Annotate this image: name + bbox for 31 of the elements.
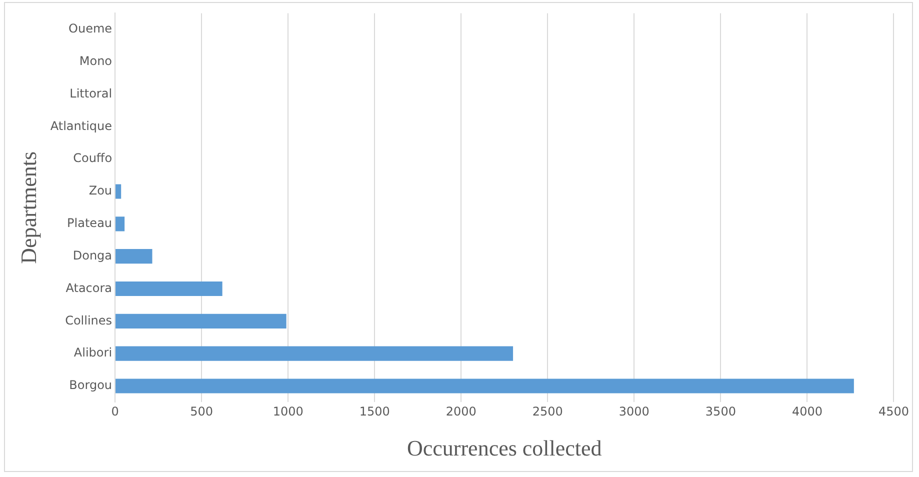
x-axis-title: Occurrences collected [406, 436, 602, 461]
x-tick-label: 2000 [446, 404, 476, 419]
bar [116, 184, 122, 199]
y-tick-label: Donga [72, 248, 112, 262]
x-tick-label: 2500 [532, 404, 563, 419]
y-tick-label: Borgou [69, 378, 112, 392]
bar [116, 314, 286, 328]
y-tick-label: Zou [88, 184, 112, 198]
y-tick-label: Atlantique [50, 118, 112, 133]
bar [116, 249, 152, 264]
y-tick-label: Mono [79, 54, 112, 68]
bar [116, 378, 854, 394]
x-tick-label: 1000 [272, 404, 304, 419]
bar [116, 216, 125, 232]
y-tick-label: Couffo [73, 151, 112, 166]
x-tick-label: 4000 [792, 404, 822, 419]
x-tick-label: 500 [190, 404, 214, 419]
y-tick-label: Littoral [70, 86, 112, 100]
x-tick-label: 0 [111, 404, 119, 419]
y-tick-label: Plateau [67, 216, 112, 230]
x-tick-label: 3000 [618, 404, 650, 419]
x-tick-label: 1500 [359, 404, 390, 419]
x-tick-label: 3500 [705, 404, 736, 419]
x-tick-label: 4500 [878, 404, 910, 419]
y-axis-title: Departments [16, 151, 41, 264]
y-tick-label: Alibori [74, 346, 112, 360]
y-tick-label: Atacora [66, 280, 112, 295]
bar [116, 346, 514, 361]
bar [116, 281, 222, 296]
y-tick-label: Oueme [68, 22, 112, 36]
y-tick-label: Collines [65, 313, 112, 328]
